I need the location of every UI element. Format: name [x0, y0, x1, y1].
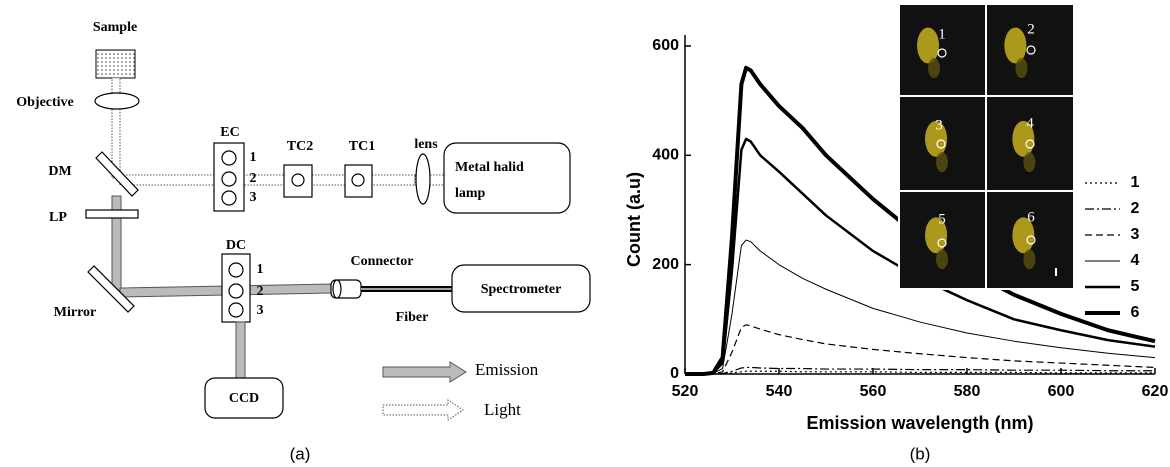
- legend-label: 2: [1131, 200, 1140, 217]
- legend-label: 5: [1131, 278, 1140, 295]
- label: Connector: [351, 254, 414, 269]
- arrow: [382, 361, 467, 383]
- label: 1: [257, 262, 264, 277]
- probe-spot: [937, 48, 947, 58]
- label: LP: [49, 210, 67, 225]
- cell-tail: [936, 152, 948, 173]
- probe-spot: [1026, 45, 1036, 55]
- x-tick-label: 560: [860, 383, 887, 400]
- sample: [95, 49, 136, 79]
- cell-tail: [1023, 152, 1036, 173]
- connector: [332, 279, 342, 299]
- x-tick-label: 520: [672, 383, 699, 400]
- line: [685, 65, 1156, 376]
- label: Objective: [16, 95, 74, 110]
- label: EC: [220, 125, 239, 140]
- cell-blob: [1004, 27, 1027, 64]
- inset-images: 1 2 3 4 5 6: [898, 3, 1075, 290]
- legend-label: 6: [1131, 304, 1140, 321]
- panel-label: (b): [910, 444, 931, 463]
- label: DC: [226, 238, 246, 253]
- port: [228, 302, 244, 318]
- port: [221, 171, 237, 187]
- probe-spot: [1025, 139, 1035, 149]
- cell-tail: [928, 58, 940, 78]
- x-tick-label: 620: [1142, 383, 1169, 400]
- cell-tail: [1023, 249, 1036, 270]
- probe-spot: [937, 238, 947, 248]
- cell-blob: [917, 27, 940, 64]
- port: [291, 173, 305, 187]
- y-axis-label: Count (a.u): [624, 172, 644, 267]
- image-label: 6: [1027, 209, 1035, 225]
- x-axis-label: Emission wavelength (nm): [806, 413, 1033, 433]
- line: [685, 324, 1156, 375]
- spectrometer: [451, 264, 591, 313]
- lamp: [443, 142, 571, 214]
- beam: [235, 321, 246, 379]
- image-label: 1: [938, 26, 946, 42]
- label: DM: [48, 164, 71, 179]
- panel-label: (a): [290, 444, 311, 463]
- lens: [415, 153, 431, 205]
- objective: [94, 92, 140, 110]
- label: lens: [414, 137, 438, 152]
- label: Metal halid: [455, 160, 524, 175]
- line: [685, 239, 1156, 375]
- y-tick-label: 400: [652, 147, 679, 164]
- label: TC1: [349, 139, 375, 154]
- image-cell: [987, 5, 1073, 95]
- label: Sample: [93, 20, 137, 35]
- label: Emission: [475, 360, 539, 379]
- dm: [95, 151, 139, 197]
- y-tick-label: 600: [652, 37, 679, 54]
- x-tick-label: 580: [954, 383, 981, 400]
- image-label: 5: [938, 211, 946, 227]
- cell-blob: [925, 217, 948, 254]
- label: 2: [257, 284, 264, 299]
- y-tick-label: 200: [652, 256, 679, 273]
- label: lamp: [455, 186, 486, 201]
- y-tick-label: 0: [670, 365, 679, 382]
- ccd: [204, 377, 284, 419]
- cell-tail: [936, 249, 948, 270]
- plot: 0 200 400 600 520 540 560 580 600 620 Emission wav…: [624, 35, 1169, 433]
- cell-tail: [1015, 58, 1028, 78]
- x-tick-label: 600: [1048, 383, 1075, 400]
- label: Fiber: [396, 310, 429, 325]
- label: Mirror: [54, 305, 97, 320]
- line: [685, 137, 1156, 376]
- port: [221, 190, 237, 206]
- label: 2: [250, 171, 257, 186]
- label: Spectrometer: [481, 282, 562, 297]
- label: 3: [250, 190, 257, 205]
- label: CCD: [229, 391, 259, 406]
- probe-spot: [1026, 235, 1036, 245]
- cell-blob: [1012, 217, 1035, 254]
- lp: [85, 209, 139, 219]
- port: [351, 173, 365, 187]
- label: TC2: [287, 139, 313, 154]
- label: 3: [257, 303, 264, 318]
- legend-label: 1: [1131, 174, 1140, 191]
- port: [228, 262, 244, 278]
- arrow: [382, 399, 464, 421]
- probe-spot: [936, 139, 946, 149]
- mirror: [87, 265, 135, 313]
- port: [221, 150, 237, 166]
- image-label: 2: [1027, 21, 1035, 37]
- chart: 0 200 400 600 520 540 560 580 600 620 Emission wav…: [624, 3, 1169, 463]
- line: [685, 366, 1155, 375]
- label: Light: [484, 400, 521, 419]
- legend-label: 3: [1131, 226, 1140, 243]
- setup-diagram: Sample Objective DM LP EC 1 2 3 TC2 TC1 …: [16, 20, 591, 463]
- image-label: 3: [935, 117, 943, 133]
- image-label: 4: [1026, 115, 1034, 131]
- x-tick-label: 540: [766, 383, 793, 400]
- image-cell: [900, 5, 985, 95]
- legend-label: 4: [1131, 252, 1140, 269]
- port: [228, 283, 244, 299]
- label: 1: [250, 150, 257, 165]
